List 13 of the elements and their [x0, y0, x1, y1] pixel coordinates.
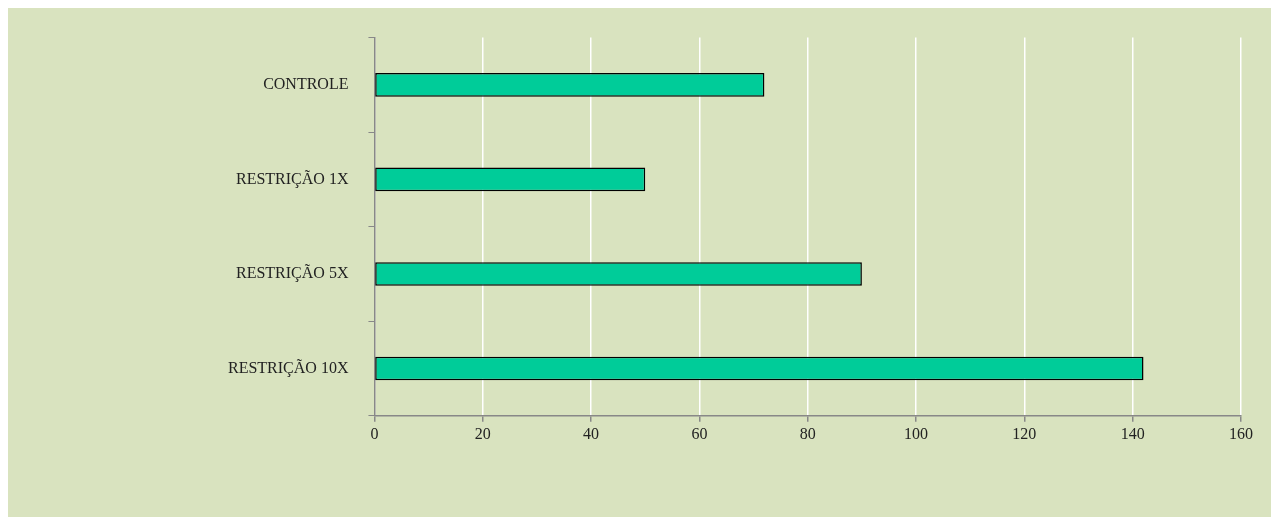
x-tick-label: 20	[474, 424, 491, 442]
x-tick-label: 60	[691, 424, 708, 442]
x-tick-label: 40	[583, 424, 600, 442]
x-tick-label: 100	[904, 424, 929, 442]
y-tick-label: RESTRIÇÃO 1X	[236, 169, 349, 188]
y-tick-label: CONTROLE	[263, 75, 349, 93]
y-tick-label: RESTRIÇÃO 10X	[228, 358, 349, 377]
x-tick-label: 160	[1229, 424, 1253, 442]
x-tick-label: 80	[799, 424, 816, 442]
x-tick-label: 140	[1120, 424, 1145, 442]
x-tick-label: 120	[1012, 424, 1037, 442]
x-tick-label: 0	[370, 424, 379, 442]
y-tick-label: RESTRIÇÃO 5X	[236, 264, 349, 283]
